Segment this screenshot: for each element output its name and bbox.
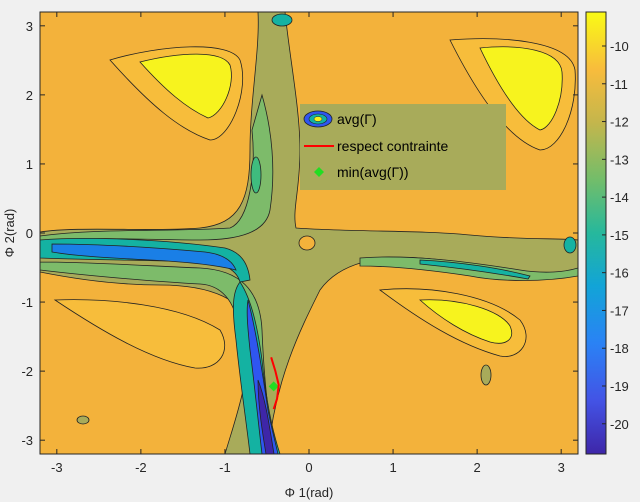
colorbar-tick-label: -20 [610, 417, 629, 432]
colorbar-tick-label: -18 [610, 341, 629, 356]
y-tick-label: -1 [21, 295, 33, 310]
legend-entry-line: respect contrainte [304, 138, 448, 154]
contour-island-top [271, 13, 293, 27]
y-axis: -3 -2 -1 0 1 2 3 [21, 19, 578, 448]
contour-blue-left-inner [51, 243, 237, 271]
contour-light-orange-bottom-left [53, 299, 225, 369]
x-tick-label: 0 [305, 460, 312, 475]
contour-island-center [298, 235, 316, 251]
colorbar-tick-label: -11 [610, 77, 628, 92]
y-axis-label: Φ 2(rad) [2, 209, 17, 258]
colorbar-tick-label: -16 [610, 266, 629, 281]
contour-green-vertical [40, 12, 578, 454]
x-tick-label: -2 [135, 460, 147, 475]
y-tick-label: 3 [26, 19, 33, 34]
contour-island-right [563, 236, 577, 254]
contour-island-bottom-left [76, 415, 90, 425]
contour-fills [40, 12, 578, 454]
x-tick-label: 2 [474, 460, 481, 475]
contour-blue-right [419, 259, 531, 280]
colorbar-tick-label: -17 [610, 303, 629, 318]
contour-blue-vertical-core [257, 379, 275, 454]
legend-label-contour: avg(Γ) [337, 111, 377, 127]
colorbar-tick-label: -14 [610, 190, 629, 205]
legend-contour-icon-core [313, 116, 323, 122]
contour-island-bottom-right [480, 364, 492, 386]
colorbar-tick-label: -13 [610, 152, 629, 167]
x-axis-label: Φ 1(rad) [285, 485, 334, 500]
x-tick-label: 1 [389, 460, 396, 475]
contour-yellow-top-right-core [479, 46, 563, 131]
x-axis: -3 -2 -1 0 1 2 3 [51, 12, 565, 475]
y-tick-label: 1 [26, 157, 33, 172]
x-tick-label: 3 [558, 460, 565, 475]
y-tick-label: 2 [26, 88, 33, 103]
contour-blue-vertical-inner [246, 299, 279, 454]
legend-label-line: respect contrainte [337, 138, 448, 154]
x-tick-label: -3 [51, 460, 63, 475]
legend-label-diamond: min(avg(Γ)) [337, 164, 409, 180]
colorbar-ticks: -10 -11 -12 -13 -14 -15 -16 -17 -18 -19 -20 [602, 39, 629, 432]
colorbar-tick-label: -19 [610, 379, 629, 394]
legend-entry-contour: avg(Γ) [303, 110, 377, 128]
legend-entry-diamond: min(avg(Γ)) [314, 164, 409, 180]
legend-diamond-icon [314, 167, 324, 177]
x-tick-label: -1 [219, 460, 231, 475]
colorbar-tick-label: -12 [610, 115, 629, 130]
series-layer [268, 357, 280, 410]
colorbar-tick-label: -10 [610, 39, 629, 54]
colorbar-tick-label: -15 [610, 228, 629, 243]
contour-yellow-bottom-right-core [419, 299, 512, 344]
contour-island-vertical [250, 156, 262, 194]
y-tick-label: -2 [21, 364, 33, 379]
legend: avg(Γ) respect contrainte min(avg(Γ)) [300, 104, 506, 190]
constraint-line [270, 357, 280, 410]
contour-yellow-top-left-core [139, 53, 232, 119]
y-tick-label: 0 [26, 226, 33, 241]
min-marker [268, 381, 279, 392]
legend-box [300, 104, 506, 190]
y-tick-label: -3 [21, 433, 33, 448]
colorbar [585, 11, 607, 455]
